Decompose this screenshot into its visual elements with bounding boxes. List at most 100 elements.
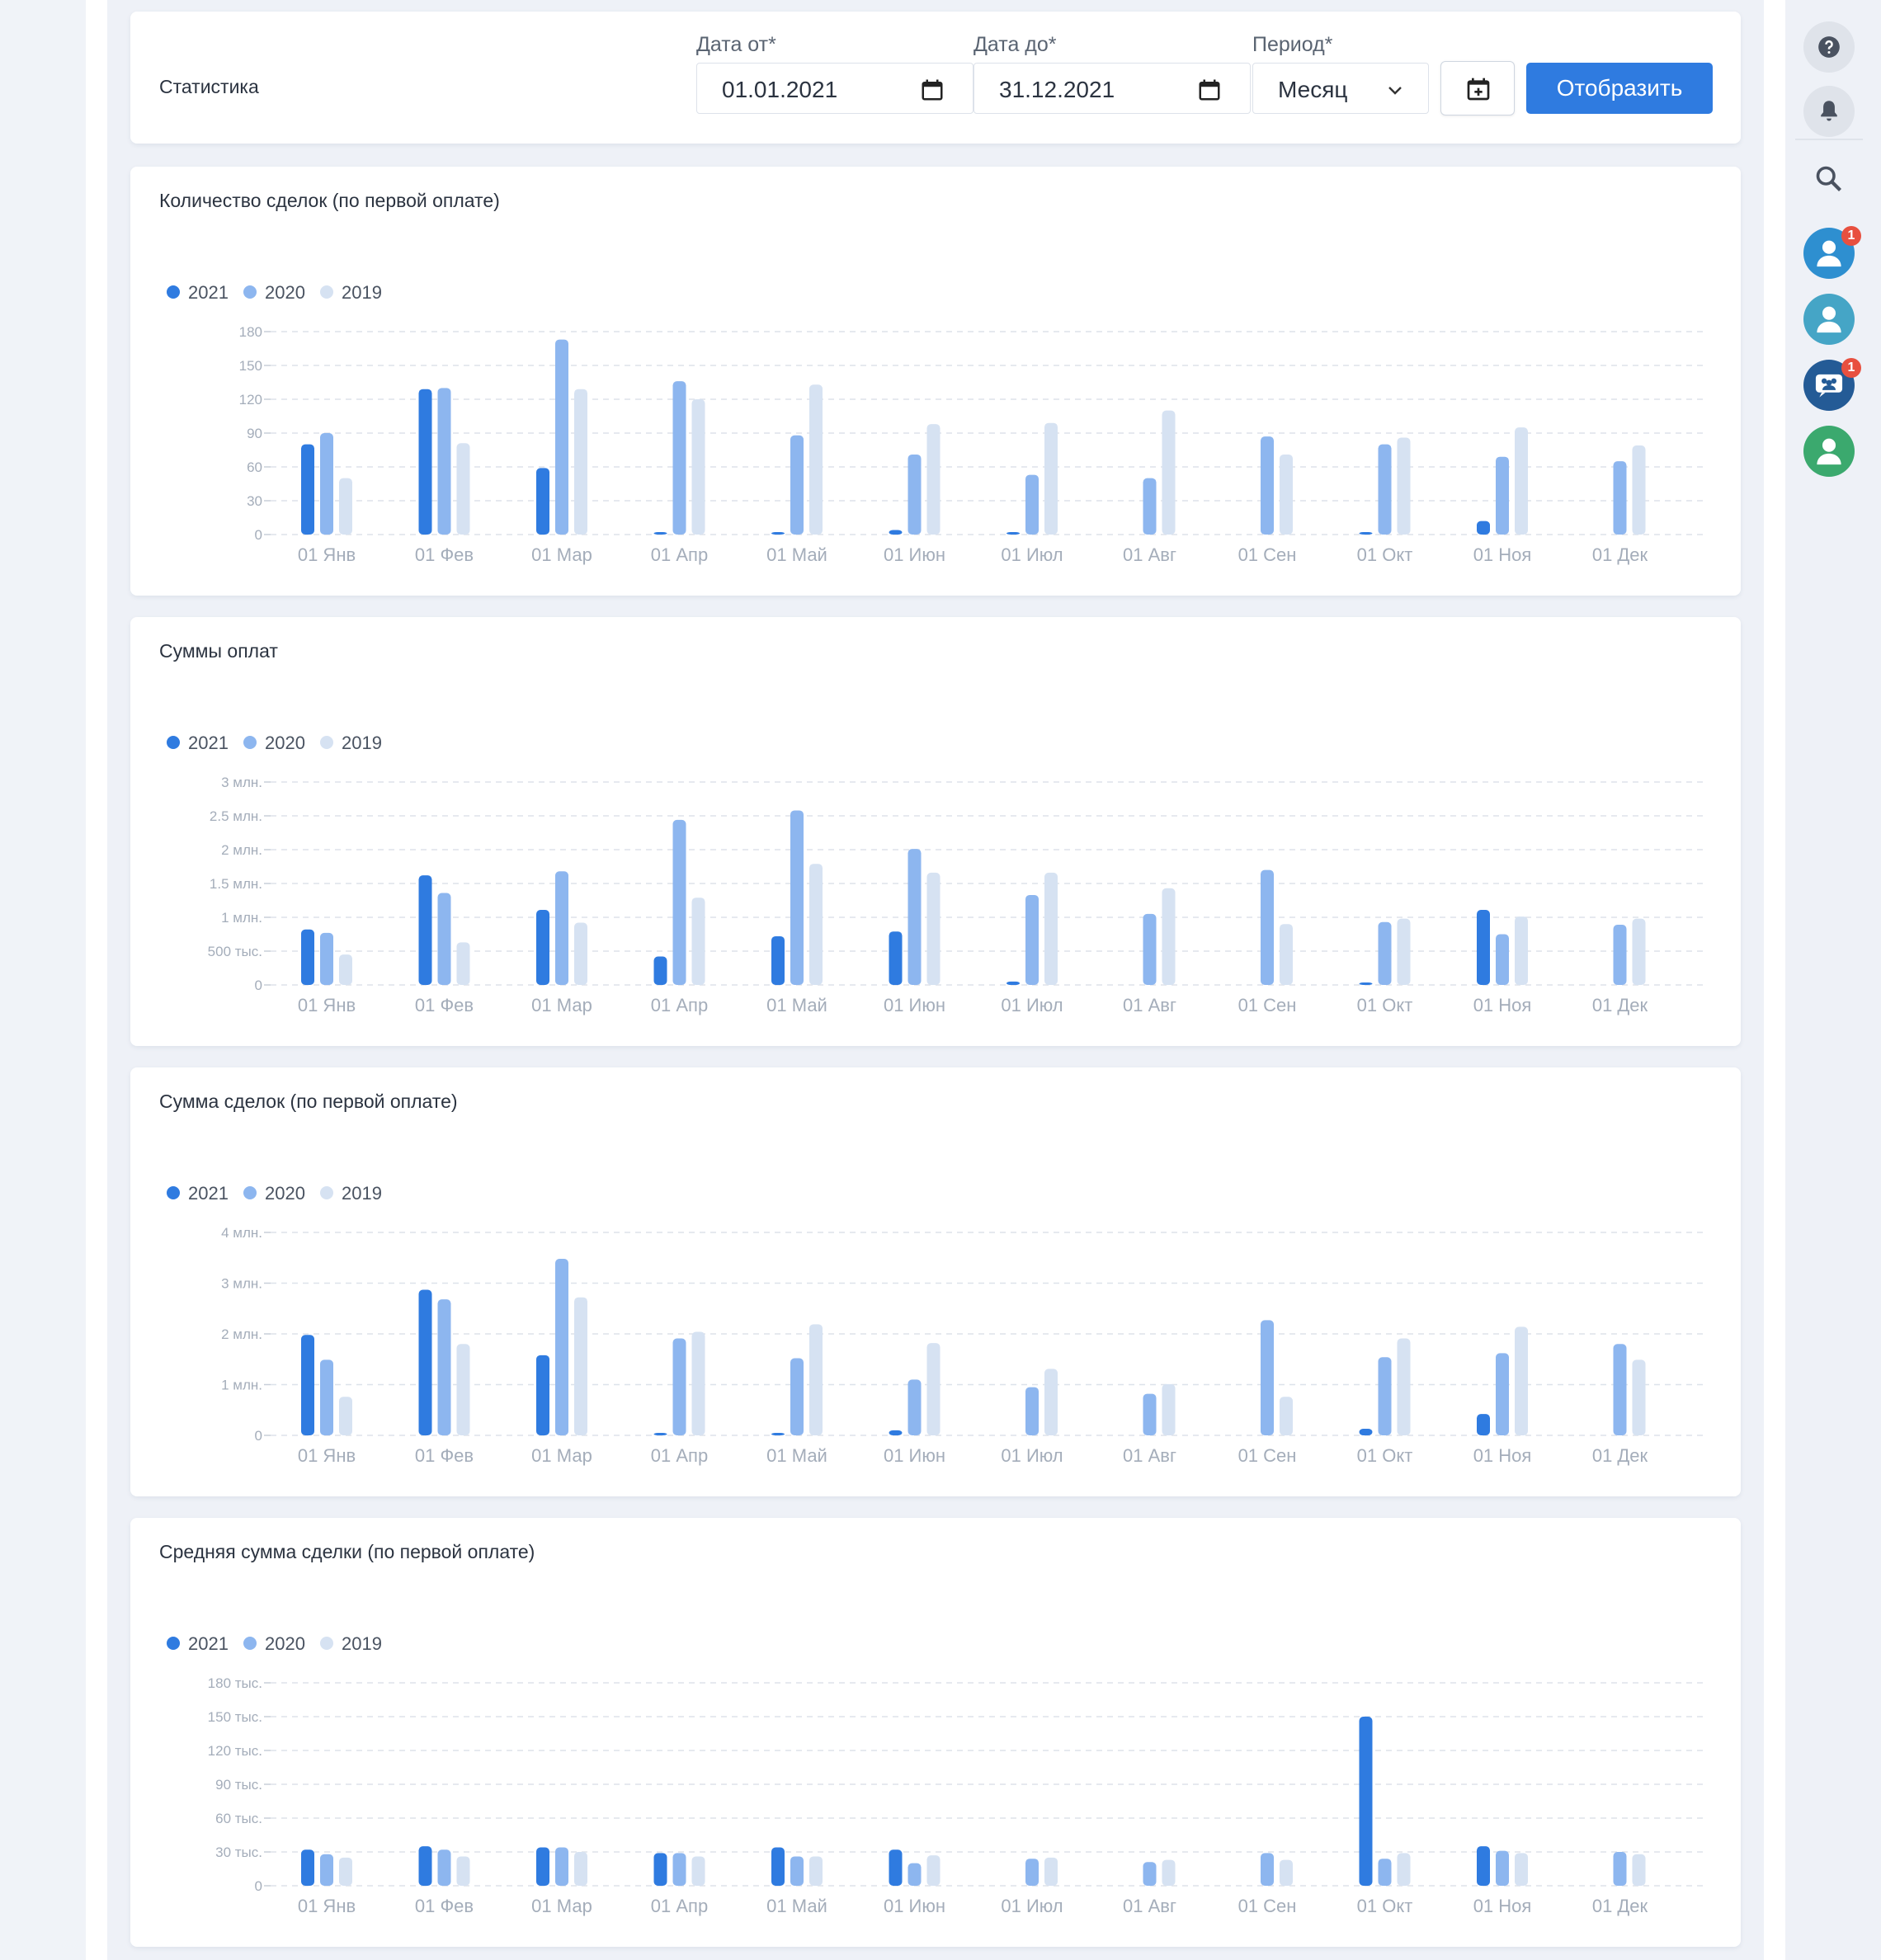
bar-2019: [1515, 1853, 1528, 1886]
y-tick-label: 2.5 млн.: [210, 808, 262, 824]
group-chat-icon: [1815, 374, 1843, 398]
user-button-2[interactable]: [1803, 294, 1855, 345]
search-icon[interactable]: [1814, 164, 1844, 194]
bar-2020: [1378, 1357, 1392, 1435]
bar-2020: [1143, 913, 1157, 985]
x-tick-label: 01 Май: [766, 1896, 827, 1916]
x-tick-label: 01 Сен: [1238, 1445, 1297, 1466]
legend-label: 2020: [265, 733, 305, 753]
bar-2019: [1280, 924, 1293, 985]
x-tick-label: 01 Янв: [298, 544, 356, 565]
y-tick-label: 2 млн.: [221, 1326, 262, 1342]
x-tick-label: 01 Сен: [1238, 1896, 1297, 1916]
x-tick-label: 01 Янв: [298, 1896, 356, 1916]
user-button-3[interactable]: [1803, 426, 1855, 477]
bar-2019: [1044, 872, 1058, 985]
x-tick-label: 01 Июн: [884, 544, 945, 565]
bar-2019: [339, 954, 352, 985]
bar-2020: [1496, 456, 1509, 535]
bar-2020: [1613, 1852, 1627, 1886]
bar-2021: [301, 444, 314, 535]
bar-2020: [555, 1258, 568, 1435]
notification-badge: 1: [1841, 358, 1861, 378]
y-tick-label: 0: [255, 1878, 262, 1894]
left-background: [0, 0, 86, 1960]
chart-title: Сумма сделок (по первой оплате): [159, 1091, 458, 1112]
x-tick-label: 01 Ноя: [1473, 995, 1532, 1015]
legend-marker: [167, 1637, 180, 1650]
legend-label: 2020: [265, 1183, 305, 1204]
y-tick-label: 1 млн.: [221, 1378, 262, 1393]
display-button[interactable]: Отобразить: [1526, 63, 1713, 114]
bar-2020: [1613, 1344, 1627, 1435]
y-tick-label: 180 тыс.: [208, 1675, 262, 1691]
bar-2021: [653, 532, 667, 535]
bar-2020: [1261, 1320, 1274, 1435]
legend-marker: [320, 285, 333, 299]
bar-2020: [1261, 436, 1274, 535]
notifications-button[interactable]: [1803, 86, 1855, 137]
legend-marker: [243, 1186, 257, 1199]
x-tick-label: 01 Фев: [415, 1445, 474, 1466]
x-tick-label: 01 Фев: [415, 995, 474, 1015]
bar-2020: [672, 1853, 686, 1886]
x-tick-label: 01 Май: [766, 1445, 827, 1466]
bar-2020: [790, 435, 804, 535]
bar-2019: [1632, 1854, 1646, 1886]
period-label: Период*: [1252, 33, 1333, 56]
calendar-icon[interactable]: [920, 78, 945, 102]
bar-2019: [1280, 454, 1293, 535]
y-tick-label: 150 тыс.: [208, 1709, 262, 1725]
bar-2021: [418, 389, 432, 535]
bar-2019: [574, 389, 587, 535]
period-select[interactable]: Месяц: [1252, 63, 1429, 114]
page-title: Статистика: [159, 76, 259, 97]
bar-2021: [301, 1335, 314, 1435]
bar-2020: [1143, 478, 1157, 535]
bar-2019: [809, 1324, 823, 1435]
chart-title: Средняя сумма сделки (по первой оплате): [159, 1541, 535, 1562]
legend-marker: [167, 736, 180, 749]
add-date-button[interactable]: [1440, 61, 1515, 115]
notification-badge: 1: [1841, 226, 1861, 246]
bar-2020: [790, 1358, 804, 1435]
help-button[interactable]: [1803, 21, 1855, 73]
x-tick-label: 01 Дек: [1592, 995, 1648, 1015]
date-to-value: 31.12.2021: [999, 77, 1115, 102]
bar-2021: [889, 1849, 903, 1886]
y-tick-label: 1.5 млн.: [210, 876, 262, 892]
bar-2021: [653, 956, 667, 985]
bar-2019: [1162, 1859, 1176, 1886]
bar-2019: [1632, 918, 1646, 985]
bar-2019: [1044, 1857, 1058, 1886]
x-tick-label: 01 Мар: [531, 995, 592, 1015]
legend-marker: [243, 736, 257, 749]
left-divider: [86, 0, 107, 1960]
bar-2020: [1143, 1862, 1157, 1886]
x-tick-label: 01 Окт: [1357, 1445, 1413, 1466]
bar-2019: [926, 1855, 940, 1886]
bar-2020: [1025, 474, 1039, 535]
bar-2019: [926, 424, 940, 535]
legend-label: 2020: [265, 282, 305, 303]
bar-2019: [339, 478, 352, 535]
bar-2019: [691, 1331, 705, 1435]
payment-sums-chart: 2021 2020 2019 0 500 тыс. 1 млн. 1.5 млн. 2 млн…: [167, 733, 1706, 1015]
bar-2019: [1515, 916, 1528, 985]
chart-card-average-deal: Средняя сумма сделки (по первой оплате) …: [130, 1518, 1741, 1947]
calendar-icon[interactable]: [1197, 78, 1222, 102]
bar-2019: [1397, 918, 1411, 985]
bar-2020: [1025, 1859, 1039, 1886]
bar-2021: [301, 1849, 314, 1886]
x-tick-label: 01 Дек: [1592, 1445, 1648, 1466]
bar-2020: [1025, 894, 1039, 985]
bar-2021: [418, 875, 432, 985]
calendar-plus-icon: [1467, 78, 1490, 101]
bar-2021: [889, 931, 903, 985]
bar-2019: [456, 443, 470, 535]
date-from-field[interactable]: 01.01.2021: [696, 63, 974, 114]
y-tick-label: 500 тыс.: [208, 944, 262, 959]
bar-2019: [456, 1344, 470, 1435]
date-to-field[interactable]: 31.12.2021: [974, 63, 1251, 114]
bar-2021: [536, 909, 549, 985]
